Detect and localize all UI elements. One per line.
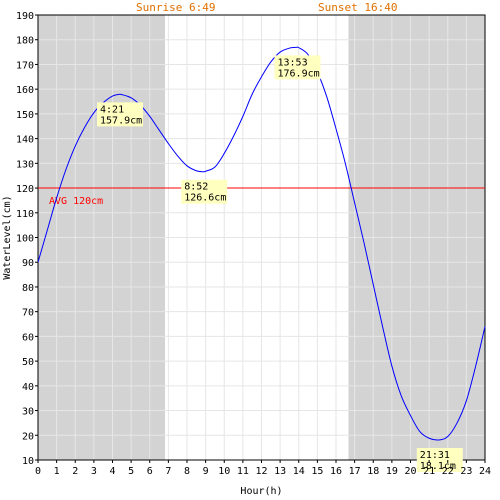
y-tick-label: 80 (22, 283, 34, 294)
x-tick-label: 20 (404, 466, 416, 477)
y-tick-label: 160 (16, 85, 34, 96)
y-tick-label: 100 (16, 234, 34, 245)
annotation-value: 176.9cm (278, 68, 320, 79)
x-tick-label: 2 (72, 466, 78, 477)
annotation-time: 8:52 (184, 182, 208, 193)
x-tick-label: 7 (165, 466, 171, 477)
annotation-box (97, 102, 144, 127)
x-tick-label: 12 (255, 466, 267, 477)
x-tick-label: 5 (128, 466, 134, 477)
x-tick-label: 24 (479, 466, 491, 477)
x-tick-label: 0 (35, 466, 41, 477)
annotation-box (274, 55, 321, 80)
y-tick-label: 130 (16, 159, 34, 170)
annotation-value: 18.1cm (420, 461, 456, 472)
x-tick-label: 1 (54, 466, 60, 477)
annotation-time: 21:31 (420, 450, 450, 461)
y-tick-label: 10 (22, 456, 34, 467)
x-tick-label: 3 (91, 466, 97, 477)
y-axis-label: WaterLevel(cm) (2, 195, 13, 279)
x-tick-label: 22 (442, 466, 454, 477)
annotation-value: 126.6cm (184, 193, 226, 204)
x-axis-ticks: 0 1 2 3 4 5 6 7 8 9 10 11 12 13 14 15 16 17 18 19 20 21 22 23 24 (35, 460, 491, 477)
x-tick-label: 10 (218, 466, 230, 477)
extrema-annotations: 4:21157.9cm8:52126.6cm13:53176.9cm21:311… (97, 55, 463, 472)
water-level-series-line (37, 46, 486, 441)
y-tick-label: 90 (22, 258, 34, 269)
y-tick-label: 50 (22, 357, 34, 368)
x-tick-label: 15 (311, 466, 323, 477)
y-axis-ticks: 10 20 30 40 50 60 70 80 90 100 110 120 130 140 150 160 1… (16, 11, 38, 467)
x-tick-label: 11 (237, 466, 249, 477)
y-tick-label: 40 (22, 382, 34, 393)
x-tick-label: 21 (423, 466, 435, 477)
x-tick-label: 13 (274, 466, 286, 477)
x-tick-label: 9 (203, 466, 209, 477)
x-tick-label: 16 (330, 466, 342, 477)
annotation-box (416, 447, 463, 472)
y-tick-label: 140 (16, 135, 34, 146)
annotation-box (181, 179, 228, 204)
y-tick-label: 30 (22, 407, 34, 418)
x-tick-label: 14 (293, 466, 305, 477)
annotation-time: 13:53 (278, 57, 308, 68)
sunset-label: Sunset 16:40 (318, 1, 397, 14)
x-tick-label: 17 (349, 466, 361, 477)
x-tick-label: 8 (184, 466, 190, 477)
annotation-time: 4:21 (100, 104, 124, 115)
x-tick-label: 23 (460, 466, 472, 477)
y-tick-label: 120 (16, 184, 34, 195)
y-tick-label: 60 (22, 332, 34, 343)
y-tick-label: 70 (22, 308, 34, 319)
y-tick-label: 150 (16, 110, 34, 121)
x-tick-label: 19 (386, 466, 398, 477)
annotation-value: 157.9cm (100, 115, 142, 126)
x-axis-label: Hour(h) (240, 486, 282, 497)
sunrise-label: Sunrise 6:49 (136, 1, 215, 14)
y-tick-label: 20 (22, 431, 34, 442)
y-tick-label: 110 (16, 209, 34, 220)
y-tick-label: 180 (16, 36, 34, 47)
y-tick-label: 190 (16, 11, 34, 22)
grid-lines (37, 14, 486, 461)
average-label: AVG 120cm (49, 196, 103, 207)
x-tick-label: 6 (147, 466, 153, 477)
y-tick-label: 170 (16, 60, 34, 71)
x-tick-label: 4 (109, 466, 115, 477)
x-tick-label: 18 (367, 466, 379, 477)
